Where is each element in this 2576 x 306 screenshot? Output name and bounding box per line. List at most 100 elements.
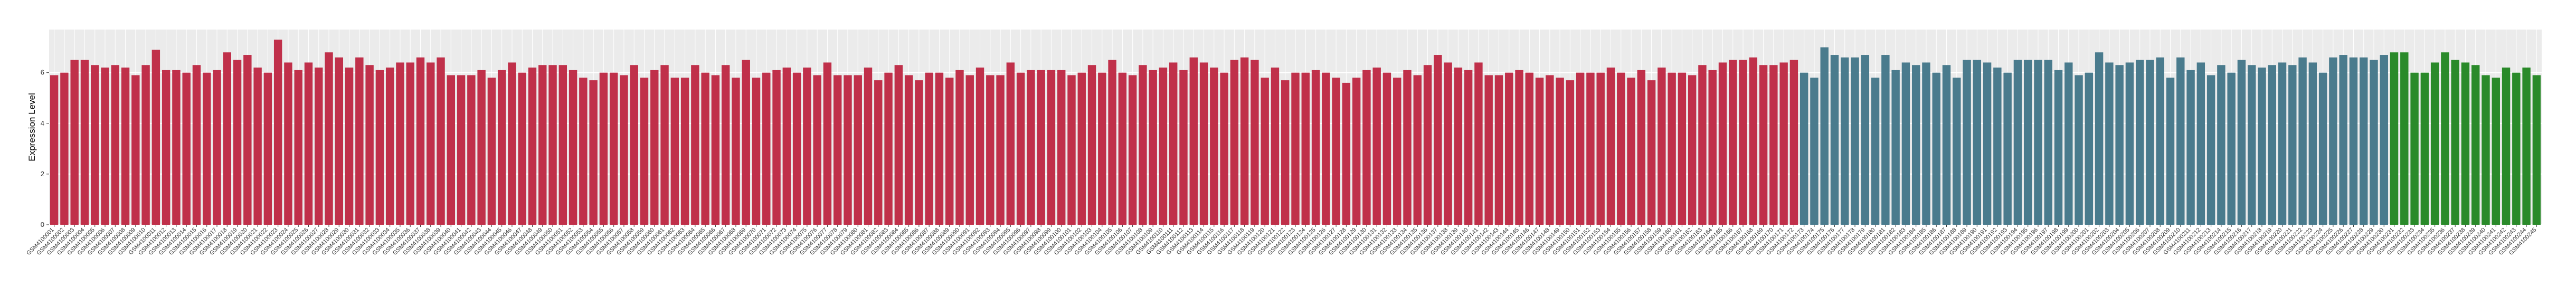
bar bbox=[2176, 57, 2185, 225]
bar bbox=[1586, 72, 1595, 225]
bar bbox=[80, 60, 89, 225]
bar bbox=[60, 72, 69, 225]
bar bbox=[925, 72, 933, 225]
bar bbox=[1169, 62, 1178, 225]
bar bbox=[1973, 60, 1982, 225]
bar bbox=[203, 72, 211, 225]
bar bbox=[1963, 60, 1971, 225]
bar bbox=[803, 68, 811, 225]
bar bbox=[2146, 60, 2154, 225]
bar bbox=[1658, 68, 1666, 225]
bar bbox=[2390, 52, 2399, 225]
bar bbox=[2532, 75, 2541, 225]
bar bbox=[315, 68, 323, 225]
bar bbox=[162, 70, 171, 225]
bar bbox=[213, 70, 221, 225]
bar bbox=[1087, 65, 1096, 225]
bar bbox=[2054, 70, 2063, 225]
bar bbox=[1494, 75, 1503, 225]
bar bbox=[1698, 65, 1707, 225]
bar bbox=[2512, 72, 2521, 225]
bar bbox=[569, 70, 577, 225]
bar bbox=[437, 57, 445, 225]
bar bbox=[1434, 55, 1442, 225]
bar bbox=[1739, 60, 1747, 225]
bar bbox=[355, 57, 364, 225]
bar bbox=[2247, 65, 2256, 225]
bar bbox=[945, 78, 954, 225]
bar bbox=[1718, 62, 1727, 225]
bar bbox=[2492, 78, 2500, 225]
bar bbox=[1352, 78, 1361, 225]
bar bbox=[660, 65, 669, 225]
bar bbox=[2196, 62, 2205, 225]
bar bbox=[548, 65, 557, 225]
bar bbox=[691, 65, 699, 225]
bar bbox=[1800, 72, 1808, 225]
bar bbox=[782, 68, 791, 225]
bar bbox=[2522, 68, 2531, 225]
bar bbox=[1851, 57, 1859, 225]
bar bbox=[680, 78, 689, 225]
bar bbox=[2370, 60, 2378, 225]
bar bbox=[1841, 57, 1849, 225]
bar bbox=[263, 72, 272, 225]
bar bbox=[1668, 72, 1676, 225]
bar bbox=[1627, 78, 1635, 225]
bar bbox=[416, 57, 425, 225]
bar bbox=[2227, 72, 2236, 225]
bar bbox=[1535, 78, 1544, 225]
bar bbox=[1474, 62, 1483, 225]
bar bbox=[1393, 78, 1401, 225]
bar bbox=[1210, 68, 1218, 225]
bar bbox=[965, 75, 974, 225]
bar bbox=[986, 75, 995, 225]
bar bbox=[101, 68, 109, 225]
bar bbox=[528, 68, 537, 225]
bar bbox=[182, 72, 191, 225]
bar bbox=[2400, 52, 2409, 225]
bar bbox=[1230, 60, 1239, 225]
bar bbox=[2064, 62, 2073, 225]
bar bbox=[955, 70, 964, 225]
bar bbox=[335, 57, 344, 225]
bar bbox=[151, 50, 160, 225]
bar bbox=[223, 52, 231, 225]
bar bbox=[70, 60, 79, 225]
bar bbox=[1108, 60, 1116, 225]
bar bbox=[1057, 70, 1066, 225]
bar bbox=[1444, 62, 1452, 225]
bar bbox=[670, 78, 679, 225]
bar bbox=[1454, 68, 1463, 225]
bar bbox=[1596, 72, 1605, 225]
bar bbox=[1301, 72, 1310, 225]
bar bbox=[579, 78, 588, 225]
bar bbox=[823, 62, 832, 225]
bar bbox=[1942, 65, 1951, 225]
bar bbox=[538, 65, 547, 225]
bar bbox=[2166, 78, 2175, 225]
bar bbox=[1261, 78, 1269, 225]
bar bbox=[1403, 70, 1412, 225]
bar bbox=[2410, 72, 2419, 225]
bar bbox=[2186, 70, 2195, 225]
bar bbox=[2451, 60, 2459, 225]
bar bbox=[1871, 78, 1880, 225]
bar bbox=[2318, 72, 2327, 225]
bar bbox=[1423, 65, 1432, 225]
bar bbox=[1789, 60, 1798, 225]
y-tick-label: 6 bbox=[41, 69, 44, 77]
bar bbox=[630, 65, 638, 225]
bar bbox=[874, 80, 883, 225]
bar bbox=[609, 72, 618, 225]
bar bbox=[1372, 68, 1381, 225]
bar bbox=[1291, 72, 1300, 225]
bar bbox=[1159, 68, 1168, 225]
bar bbox=[2105, 62, 2114, 225]
bar bbox=[2349, 57, 2358, 225]
bar bbox=[50, 75, 59, 225]
bar bbox=[711, 75, 720, 225]
bar bbox=[1932, 72, 1940, 225]
bar bbox=[2441, 52, 2449, 225]
